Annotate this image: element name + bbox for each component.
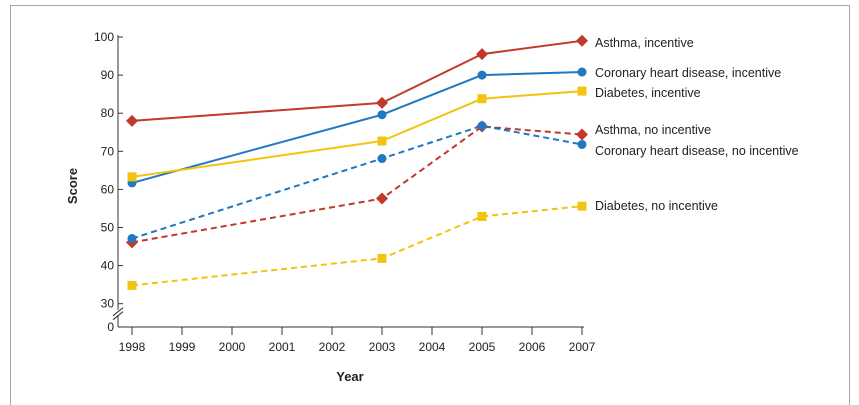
data-point-square bbox=[477, 211, 487, 221]
data-point-circle bbox=[377, 110, 387, 120]
data-point-diamond bbox=[576, 128, 588, 141]
data-point-diamond bbox=[476, 48, 488, 61]
data-point-circle bbox=[377, 154, 387, 164]
data-point-circle bbox=[477, 121, 487, 131]
data-point-circle bbox=[477, 70, 487, 80]
axis-break-mark bbox=[112, 311, 124, 321]
x-tick-label: 2001 bbox=[269, 340, 296, 354]
x-tick-label: 2005 bbox=[469, 340, 496, 354]
line-chart: 0 30 40 50 60 70 80 90 100 1998 1999 2000 2001 2002 20… bbox=[65, 30, 799, 384]
data-point-square bbox=[377, 253, 387, 263]
y-axis-label: Score bbox=[65, 168, 80, 204]
x-tick-label: 2006 bbox=[519, 340, 546, 354]
data-point-square bbox=[577, 86, 587, 96]
series-label: Coronary heart disease, incentive bbox=[595, 66, 781, 80]
series-line bbox=[131, 39, 583, 122]
y-tick-label: 40 bbox=[101, 259, 115, 273]
x-tick-label: 2002 bbox=[319, 340, 346, 354]
y-tick-label: 30 bbox=[101, 297, 115, 311]
data-point-square bbox=[577, 201, 587, 211]
series-label: Diabetes, no incentive bbox=[595, 199, 718, 213]
series-markers bbox=[126, 34, 588, 290]
data-point-square bbox=[377, 136, 387, 146]
series-label: Asthma, no incentive bbox=[595, 123, 711, 137]
series-line bbox=[131, 124, 583, 240]
x-tick-label: 2003 bbox=[369, 340, 396, 354]
x-tick-label: 2007 bbox=[569, 340, 596, 354]
series-line bbox=[131, 90, 583, 178]
series-labels: Asthma, incentive Coronary heart disease,… bbox=[595, 36, 799, 213]
data-point-diamond bbox=[576, 34, 588, 47]
x-tick-label: 2004 bbox=[419, 340, 446, 354]
data-point-circle bbox=[127, 234, 137, 244]
series-label: Diabetes, incentive bbox=[595, 86, 701, 100]
axes: 0 30 40 50 60 70 80 90 100 1998 1999 2000 2001 2002 20… bbox=[94, 30, 596, 354]
y-tick-label: 50 bbox=[101, 221, 115, 235]
data-point-square bbox=[127, 172, 137, 182]
y-tick-label: 80 bbox=[101, 106, 115, 120]
y-tick-label: 70 bbox=[101, 144, 115, 158]
data-point-diamond bbox=[376, 192, 388, 205]
figure-frame bbox=[10, 5, 850, 405]
x-axis-label: Year bbox=[336, 369, 363, 384]
data-point-square bbox=[477, 94, 487, 104]
series-line bbox=[131, 71, 583, 184]
series-line bbox=[131, 205, 583, 287]
x-tick-label: 2000 bbox=[219, 340, 246, 354]
y-tick-label: 60 bbox=[101, 182, 115, 196]
data-point-circle bbox=[577, 139, 587, 149]
data-point-diamond bbox=[376, 96, 388, 109]
y-tick-label: 0 bbox=[107, 320, 114, 334]
x-tick-label: 1998 bbox=[119, 340, 146, 354]
series-lines bbox=[131, 39, 583, 287]
series-label: Asthma, incentive bbox=[595, 36, 694, 50]
y-tick-label: 100 bbox=[94, 30, 114, 44]
data-point-diamond bbox=[126, 114, 138, 127]
data-point-square bbox=[127, 280, 137, 290]
y-tick-label: 90 bbox=[101, 68, 115, 82]
data-point-circle bbox=[577, 67, 587, 77]
series-line bbox=[131, 125, 583, 244]
x-tick-label: 1999 bbox=[169, 340, 196, 354]
axis-break-mark bbox=[112, 307, 124, 317]
series-label: Coronary heart disease, no incentive bbox=[595, 144, 799, 158]
